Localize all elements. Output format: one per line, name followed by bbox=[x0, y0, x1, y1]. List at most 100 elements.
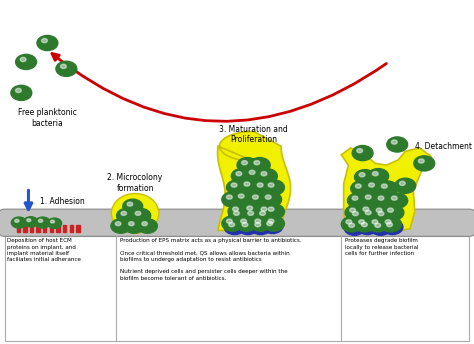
Circle shape bbox=[346, 220, 352, 224]
Circle shape bbox=[243, 208, 264, 223]
Circle shape bbox=[392, 196, 397, 200]
Polygon shape bbox=[341, 148, 431, 232]
Circle shape bbox=[255, 223, 261, 227]
Circle shape bbox=[268, 207, 274, 211]
Circle shape bbox=[37, 35, 58, 51]
Circle shape bbox=[222, 192, 243, 207]
Circle shape bbox=[11, 85, 32, 100]
Circle shape bbox=[115, 222, 121, 226]
Circle shape bbox=[254, 161, 260, 165]
Circle shape bbox=[38, 219, 43, 222]
Circle shape bbox=[47, 218, 62, 228]
Bar bbox=[30, 225, 33, 232]
Circle shape bbox=[237, 219, 258, 235]
Circle shape bbox=[250, 219, 271, 235]
Ellipse shape bbox=[111, 193, 159, 233]
Circle shape bbox=[253, 195, 258, 199]
Circle shape bbox=[16, 54, 36, 69]
Circle shape bbox=[256, 169, 277, 184]
Circle shape bbox=[267, 222, 273, 226]
Circle shape bbox=[142, 222, 147, 226]
Circle shape bbox=[27, 219, 31, 222]
Circle shape bbox=[16, 88, 21, 93]
Circle shape bbox=[238, 194, 244, 198]
Circle shape bbox=[265, 195, 271, 199]
Text: Proteases degrade biofilm
locally to release bacterial
cells for further infecti: Proteases degrade biofilm locally to rel… bbox=[345, 238, 419, 256]
Circle shape bbox=[387, 137, 408, 152]
Circle shape bbox=[419, 159, 424, 163]
Circle shape bbox=[414, 156, 435, 171]
Circle shape bbox=[239, 179, 260, 194]
Circle shape bbox=[131, 208, 151, 223]
Circle shape bbox=[345, 205, 366, 220]
Circle shape bbox=[381, 217, 401, 232]
Circle shape bbox=[361, 207, 382, 223]
Circle shape bbox=[382, 219, 403, 235]
Circle shape bbox=[367, 217, 388, 232]
Circle shape bbox=[242, 203, 263, 218]
Bar bbox=[43, 225, 46, 232]
Circle shape bbox=[268, 183, 274, 187]
Circle shape bbox=[231, 183, 237, 187]
Circle shape bbox=[15, 219, 19, 222]
Circle shape bbox=[128, 222, 134, 226]
Circle shape bbox=[268, 219, 274, 223]
Circle shape bbox=[350, 208, 356, 212]
Circle shape bbox=[388, 208, 393, 212]
Circle shape bbox=[374, 193, 394, 208]
Circle shape bbox=[245, 167, 265, 182]
Circle shape bbox=[222, 216, 243, 231]
Bar bbox=[76, 225, 80, 232]
Circle shape bbox=[374, 208, 394, 224]
Circle shape bbox=[353, 212, 358, 216]
Circle shape bbox=[234, 211, 239, 215]
Text: 1. Adhesion: 1. Adhesion bbox=[40, 197, 85, 206]
Circle shape bbox=[255, 219, 261, 223]
Circle shape bbox=[249, 158, 270, 173]
Circle shape bbox=[228, 204, 249, 219]
Circle shape bbox=[354, 217, 375, 232]
Circle shape bbox=[61, 64, 66, 68]
Circle shape bbox=[356, 184, 361, 188]
Circle shape bbox=[24, 217, 38, 227]
Circle shape bbox=[124, 219, 144, 233]
Circle shape bbox=[362, 223, 367, 227]
Text: 3. Maturation and
Proliferation: 3. Maturation and Proliferation bbox=[219, 125, 288, 144]
Circle shape bbox=[236, 216, 257, 231]
Circle shape bbox=[373, 172, 378, 176]
Circle shape bbox=[261, 192, 282, 207]
Circle shape bbox=[378, 212, 384, 216]
Circle shape bbox=[392, 140, 397, 144]
Circle shape bbox=[35, 217, 50, 228]
Circle shape bbox=[260, 211, 265, 215]
Text: 2. Microcolony
formation: 2. Microcolony formation bbox=[108, 173, 163, 193]
Circle shape bbox=[244, 182, 250, 186]
Circle shape bbox=[378, 196, 384, 200]
Circle shape bbox=[382, 184, 387, 188]
Circle shape bbox=[231, 169, 252, 184]
Circle shape bbox=[237, 158, 258, 173]
Circle shape bbox=[395, 178, 416, 193]
Circle shape bbox=[349, 223, 355, 227]
Circle shape bbox=[372, 205, 392, 220]
Circle shape bbox=[250, 216, 271, 231]
Circle shape bbox=[127, 202, 133, 206]
Circle shape bbox=[352, 146, 373, 161]
Circle shape bbox=[229, 208, 250, 223]
Circle shape bbox=[135, 211, 141, 215]
Circle shape bbox=[51, 220, 55, 223]
Bar bbox=[56, 225, 60, 232]
Bar bbox=[36, 225, 40, 232]
Circle shape bbox=[229, 223, 235, 227]
Bar bbox=[5, 236, 469, 341]
Circle shape bbox=[264, 216, 284, 231]
Circle shape bbox=[364, 180, 385, 195]
Circle shape bbox=[249, 170, 255, 174]
Circle shape bbox=[358, 204, 379, 219]
Circle shape bbox=[387, 223, 392, 227]
Circle shape bbox=[376, 208, 382, 212]
Circle shape bbox=[372, 220, 378, 224]
Text: Free planktonic
bacteria: Free planktonic bacteria bbox=[18, 108, 77, 128]
Circle shape bbox=[248, 192, 269, 207]
Circle shape bbox=[344, 220, 365, 235]
